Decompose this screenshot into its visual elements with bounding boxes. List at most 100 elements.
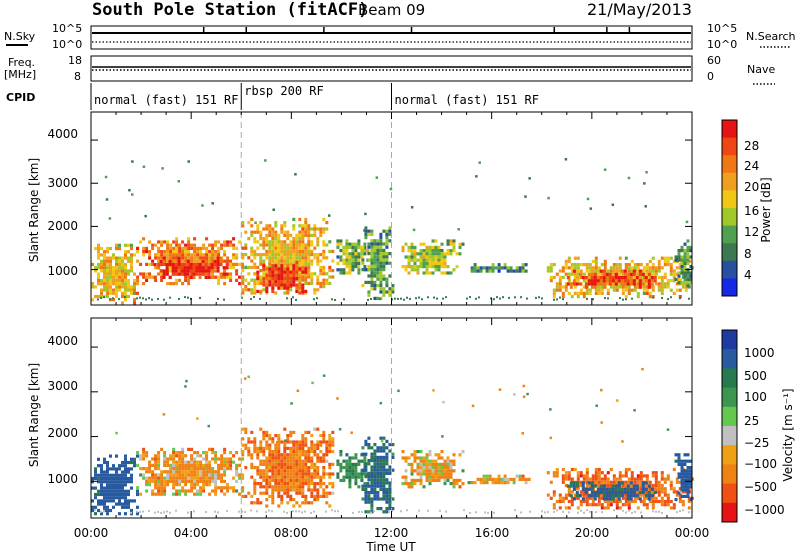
velocity-echo-cell — [666, 474, 670, 478]
velocity-ground-scatter — [139, 510, 141, 513]
velocity-echo-cell — [169, 467, 173, 471]
velocity-echo-cell — [118, 476, 121, 481]
velocity-echo-cell — [295, 478, 299, 482]
velocity-echo-cell — [385, 446, 389, 450]
velocity-echo-cell — [124, 492, 127, 497]
power-echo-cell — [401, 265, 405, 269]
velocity-echo-cell — [440, 450, 444, 454]
velocity-echo-cell — [585, 483, 589, 488]
velocity-ylabel: Slant Range [km] — [27, 363, 41, 467]
velocity-echo-cell — [238, 463, 242, 467]
power-ground-scatter — [466, 297, 468, 300]
velocity-echo-cell — [265, 469, 269, 473]
power-echo-cell — [229, 275, 233, 279]
power-echo-cell — [268, 233, 272, 237]
velocity-echo-cell — [591, 496, 595, 500]
power-echo-cell — [124, 272, 127, 276]
velocity-echo-cell — [373, 491, 377, 495]
velocity-echo-cell — [310, 491, 314, 495]
velocity-echo-cell — [597, 496, 601, 500]
velocity-echo-cell — [364, 439, 368, 443]
velocity-echo-cell — [178, 463, 182, 467]
velocity-echo-cell — [265, 482, 269, 486]
power-echo-cell — [241, 224, 245, 228]
power-echo-cell — [322, 243, 326, 247]
velocity-echo-cell — [614, 490, 618, 495]
velocity-echo-cell — [106, 483, 109, 487]
power-echo-cell — [256, 253, 260, 257]
velocity-echo-cell — [154, 467, 158, 471]
power-echo-cell — [354, 261, 358, 265]
power-echo-cell — [196, 250, 200, 254]
velocity-echo-cell — [354, 469, 358, 473]
velocity-echo-cell — [687, 506, 691, 510]
velocity-echo-cell — [618, 499, 622, 504]
velocity-echo-cell — [139, 473, 143, 477]
velocity-echo-cell — [172, 451, 176, 455]
velocity-echo-cell — [373, 468, 377, 472]
velocity-echo-cell — [169, 457, 173, 461]
power-ground-scatter — [370, 298, 372, 301]
power-echo-cell — [216, 266, 220, 270]
power-echo-cell — [286, 270, 290, 274]
velocity-echo-cell — [163, 460, 167, 464]
power-echo-cell — [606, 269, 610, 273]
power-echo-cell — [388, 274, 392, 278]
velocity-echo-cell — [364, 475, 368, 479]
power-echo-cell — [364, 229, 368, 233]
velocity-echo-cell — [154, 473, 158, 477]
velocity-echo-cell — [328, 440, 332, 444]
power-echo-cell — [686, 258, 690, 262]
power-echo-cell — [573, 285, 577, 289]
velocity-echo-cell — [310, 462, 314, 466]
power-echo-cell — [172, 240, 176, 244]
velocity-echo-cell — [286, 485, 290, 489]
power-echo-cell — [124, 256, 127, 260]
power-echo-cell — [633, 263, 637, 267]
velocity-echo-cell — [636, 477, 640, 481]
power-colorbar-swatch — [722, 243, 737, 262]
velocity-echo-cell — [124, 470, 127, 474]
power-echo-cell — [357, 252, 361, 256]
power-cb-tick-8: 8 — [744, 247, 752, 261]
velocity-echo-cell — [388, 481, 392, 485]
velocity-echo-cell — [127, 499, 130, 503]
power-echo-cell — [683, 258, 687, 262]
velocity-echo-cell — [391, 443, 395, 447]
power-echo-cell — [277, 280, 281, 284]
velocity-echo-cell — [298, 443, 302, 447]
power-echo-cell — [313, 272, 317, 276]
power-echo-cell — [244, 278, 248, 282]
power-echo-cell — [103, 288, 106, 292]
velocity-echo-cell — [289, 430, 293, 434]
power-colorbar-swatch — [722, 278, 737, 297]
power-echo-cell — [109, 256, 112, 260]
velocity-echo-cell — [292, 443, 296, 447]
velocity-ground-scatter — [292, 510, 294, 513]
power-echo-cell — [298, 281, 302, 285]
power-echo-cell — [148, 262, 152, 266]
velocity-echo-cell — [118, 492, 121, 497]
velocity-echo-cell — [678, 496, 682, 500]
power-echo-cell — [160, 253, 164, 257]
power-echo-cell — [376, 284, 380, 288]
velocity-echo-cell — [576, 496, 580, 500]
velocity-echo-cell — [313, 453, 317, 457]
velocity-echo-cell — [274, 469, 278, 473]
power-echo-cell — [458, 252, 462, 256]
velocity-echo-cell — [136, 486, 140, 490]
power-echo-cell — [322, 281, 326, 285]
velocity-echo-cell — [307, 430, 311, 434]
velocity-echo-cell — [106, 460, 109, 465]
power-sparse-point — [524, 195, 527, 198]
velocity-echo-cell — [220, 476, 224, 480]
velocity-echo-cell — [506, 477, 510, 481]
velocity-echo-cell — [172, 473, 176, 477]
velocity-echo-cell — [354, 456, 358, 460]
power-echo-cell — [175, 256, 179, 260]
velocity-sparse-point — [432, 389, 435, 392]
power-echo-cell — [645, 282, 649, 286]
power-echo-cell — [648, 275, 652, 279]
velocity-echo-cell — [615, 480, 619, 484]
power-echo-cell — [250, 217, 254, 221]
